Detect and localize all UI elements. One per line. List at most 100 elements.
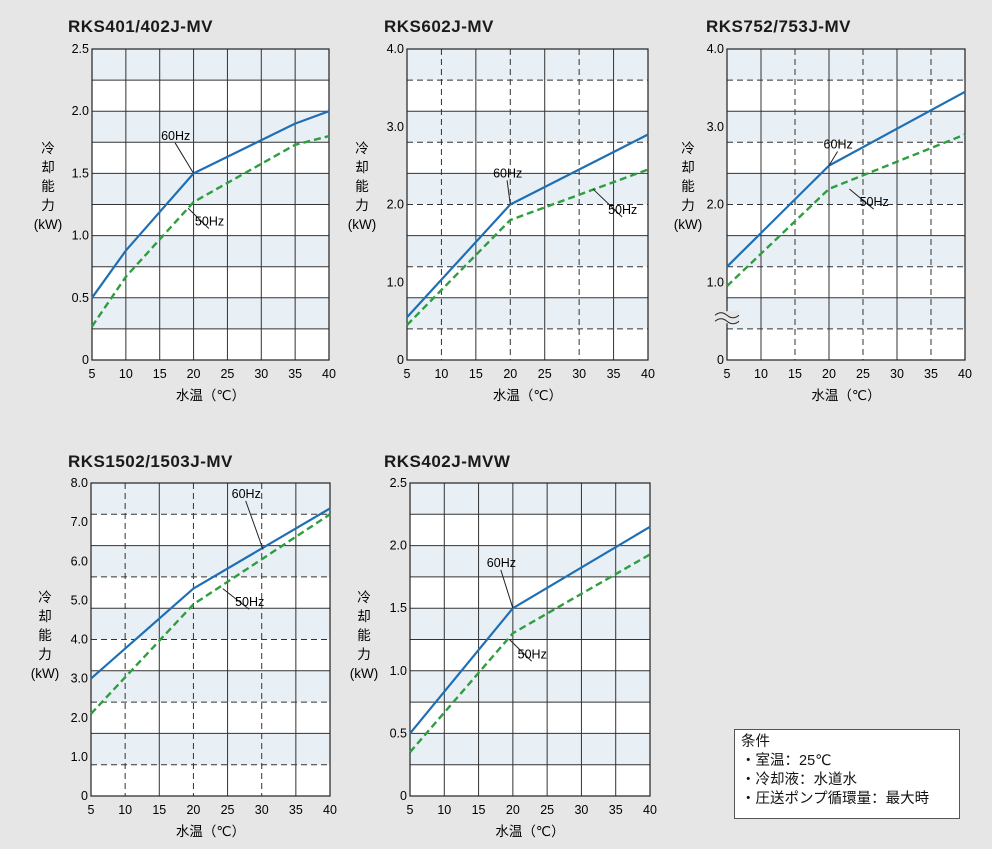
y-axis-title: (kW): [348, 217, 376, 232]
y-axis-title: 能: [38, 628, 52, 643]
x-tick-label: 30: [255, 803, 269, 817]
annotation-leader: [592, 188, 623, 218]
conditions-item-pump: ・圧送ポンプ循環量：最大時: [741, 791, 930, 807]
y-axis-title: (kW): [31, 666, 59, 681]
x-axis-title: 水温（℃）: [495, 824, 564, 839]
series-line-50hz: [409, 553, 651, 753]
x-tick-label: 5: [407, 803, 414, 817]
y-tick-label: 5.0: [71, 593, 88, 607]
series-line-60hz: [406, 133, 649, 318]
chart-title: RKS401/402J-MV: [68, 17, 213, 36]
y-tick-label: 0.5: [390, 726, 407, 740]
y-axis-title: 却: [355, 160, 369, 175]
y-axis-title: 冷: [357, 590, 371, 605]
plot-band: [91, 545, 330, 577]
plot-band: [407, 235, 648, 267]
chart-title: RKS1502/1503J-MV: [68, 452, 233, 471]
x-tick-label: 10: [754, 367, 768, 381]
y-axis-title: 冷: [681, 141, 695, 156]
plot-band: [91, 608, 330, 640]
y-tick-label: 6.0: [71, 554, 88, 568]
chart-4: RKS1502/1503J-MV 5 10 15 20 25 30 35 40 0 1.0 2.0 3.…: [31, 452, 337, 839]
series-line-50hz: [726, 133, 966, 287]
y-tick-label: 4.0: [71, 633, 88, 647]
y-axis-title: 力: [355, 198, 369, 213]
x-tick-label: 30: [572, 367, 586, 381]
x-tick-label: 5: [88, 803, 95, 817]
plot-band: [92, 111, 329, 143]
plot-band: [92, 49, 329, 81]
y-tick-label: 4.0: [387, 42, 404, 56]
x-tick-label: 5: [404, 367, 411, 381]
axis-break-mark: [714, 318, 740, 325]
plot-band: [410, 483, 650, 515]
y-tick-label: 2.0: [72, 104, 89, 118]
conditions-box: 条件 ・室温：25℃ ・冷却液：水道水 ・圧送ポンプ循環量：最大時: [734, 729, 960, 819]
plot-band: [410, 670, 650, 703]
x-tick-label: 15: [153, 367, 167, 381]
x-tick-label: 25: [220, 367, 234, 381]
y-tick-label: 3.0: [71, 672, 88, 686]
annotation-leader: [174, 142, 194, 174]
chart-title: RKS602J-MV: [384, 17, 494, 36]
x-tick-label: 20: [187, 367, 201, 381]
x-tick-label: 15: [788, 367, 802, 381]
y-tick-label: 0.5: [72, 291, 89, 305]
x-tick-label: 20: [186, 803, 200, 817]
x-tick-label: 10: [434, 367, 448, 381]
series-line-60hz: [91, 110, 330, 299]
x-tick-label: 30: [890, 367, 904, 381]
annotation-label: 60Hz: [493, 166, 522, 180]
x-tick-label: 25: [856, 367, 870, 381]
x-tick-label: 25: [540, 803, 554, 817]
y-axis-title: 力: [357, 647, 371, 662]
plot-band: [92, 235, 329, 267]
axis-break-mask: [713, 311, 739, 324]
series-line-50hz: [406, 168, 649, 326]
plot-band: [410, 733, 650, 765]
y-tick-label: 0: [82, 353, 89, 367]
x-tick-label: 15: [469, 367, 483, 381]
x-tick-label: 40: [643, 803, 657, 817]
y-tick-label: 2.5: [72, 42, 89, 56]
y-tick-label: 7.0: [71, 515, 88, 529]
x-tick-label: 10: [118, 803, 132, 817]
x-tick-label: 40: [958, 367, 972, 381]
plot-border: [91, 48, 330, 361]
conditions-item-coolant: ・冷却液：水道水: [741, 772, 857, 788]
x-tick-label: 25: [538, 367, 552, 381]
y-tick-label: 2.0: [390, 539, 407, 553]
y-tick-label: 4.0: [707, 42, 724, 56]
y-tick-label: 0: [400, 789, 407, 803]
x-axis-title: 水温（℃）: [176, 824, 245, 839]
y-tick-label: 0: [81, 789, 88, 803]
x-tick-label: 35: [607, 367, 621, 381]
y-tick-label: 1.0: [72, 229, 89, 243]
y-axis-title: 却: [357, 609, 371, 624]
x-tick-label: 20: [822, 367, 836, 381]
y-tick-label: 1.0: [387, 275, 404, 289]
y-axis-title: 却: [681, 160, 695, 175]
y-axis-title: 能: [355, 179, 369, 194]
annotation-label: 50Hz: [518, 647, 547, 661]
x-tick-label: 40: [641, 367, 655, 381]
plot-border: [90, 482, 331, 797]
plot-band: [727, 173, 965, 205]
y-tick-label: 1.0: [390, 664, 407, 678]
y-tick-label: 2.5: [390, 476, 407, 490]
y-axis-title: 能: [357, 628, 371, 643]
annotation-label: 50Hz: [608, 203, 637, 217]
x-tick-label: 20: [503, 367, 517, 381]
y-axis-title: 却: [41, 160, 55, 175]
plot-band: [727, 235, 965, 267]
x-tick-label: 40: [323, 803, 337, 817]
series-line-60hz: [409, 525, 651, 735]
plot-band: [92, 297, 329, 329]
plot-band: [410, 545, 650, 577]
x-tick-label: 30: [574, 803, 588, 817]
x-tick-label: 30: [254, 367, 268, 381]
chart-1: RKS401/402J-MV 5 10 15 20 25 30 35 40 0 0.5 1.0 1.5 2…: [34, 17, 336, 403]
y-axis-title: 冷: [38, 590, 52, 605]
y-axis-title: 力: [681, 198, 695, 213]
